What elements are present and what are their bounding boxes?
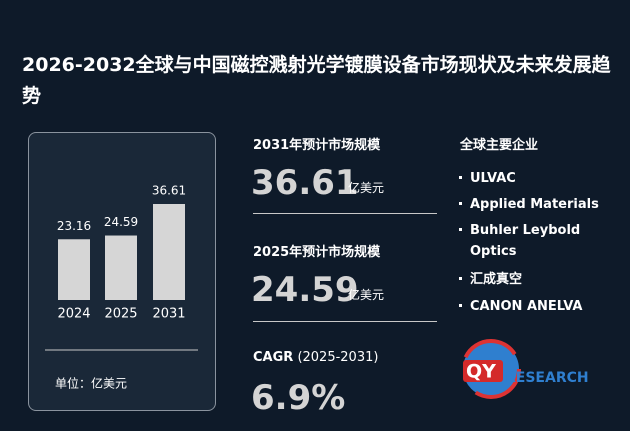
bar	[58, 239, 90, 300]
stat-value: 24.59	[251, 270, 359, 310]
x-tick-label: 2031	[152, 307, 185, 322]
logo: QY RESEARCH	[461, 339, 589, 399]
cagr-period: (2025-2031)	[297, 350, 379, 365]
divider	[253, 213, 437, 214]
logo-mark: QY	[466, 361, 496, 383]
cagr-heading: CAGR (2025-2031)	[253, 350, 378, 365]
cagr-value: 6.9%	[251, 378, 346, 418]
cagr-label: CAGR	[253, 350, 294, 365]
stat-label: 2025年预计市场规模	[253, 245, 381, 260]
value-label: 23.16	[57, 219, 91, 233]
company: CANON ANELVA	[470, 299, 583, 314]
x-tick-label: 2024	[57, 307, 90, 322]
x-tick-label: 2025	[104, 307, 137, 322]
logo-text: RESEARCH	[505, 370, 589, 386]
bar	[105, 235, 137, 300]
logo-ring	[461, 339, 521, 399]
logo-mark-bg	[463, 360, 503, 382]
bullet	[459, 228, 462, 231]
value-label: 36.61	[152, 184, 186, 198]
company: ULVAC	[470, 171, 516, 186]
unit-label: 单位：亿美元	[55, 376, 127, 391]
bar	[153, 204, 185, 300]
bullet	[459, 176, 462, 179]
company: Applied Materials	[470, 197, 599, 212]
value-label: 24.59	[104, 215, 138, 229]
divider	[253, 321, 437, 322]
stat-unit: 亿美元	[348, 181, 385, 195]
bullet	[459, 304, 462, 307]
stat-unit: 亿美元	[348, 288, 385, 302]
companies-title: 全球主要企业	[460, 138, 539, 153]
stat-value: 36.61	[251, 163, 359, 203]
bullet	[459, 277, 462, 280]
stat-label: 2031年预计市场规模	[253, 138, 381, 153]
company: 汇成真空	[470, 272, 523, 287]
page-title: 2026-2032全球与中国磁控溅射光学镀膜设备市场现状及未来发展趋势	[22, 54, 611, 107]
company: Buhler Leybold Optics	[470, 223, 581, 259]
bullet	[459, 202, 462, 205]
